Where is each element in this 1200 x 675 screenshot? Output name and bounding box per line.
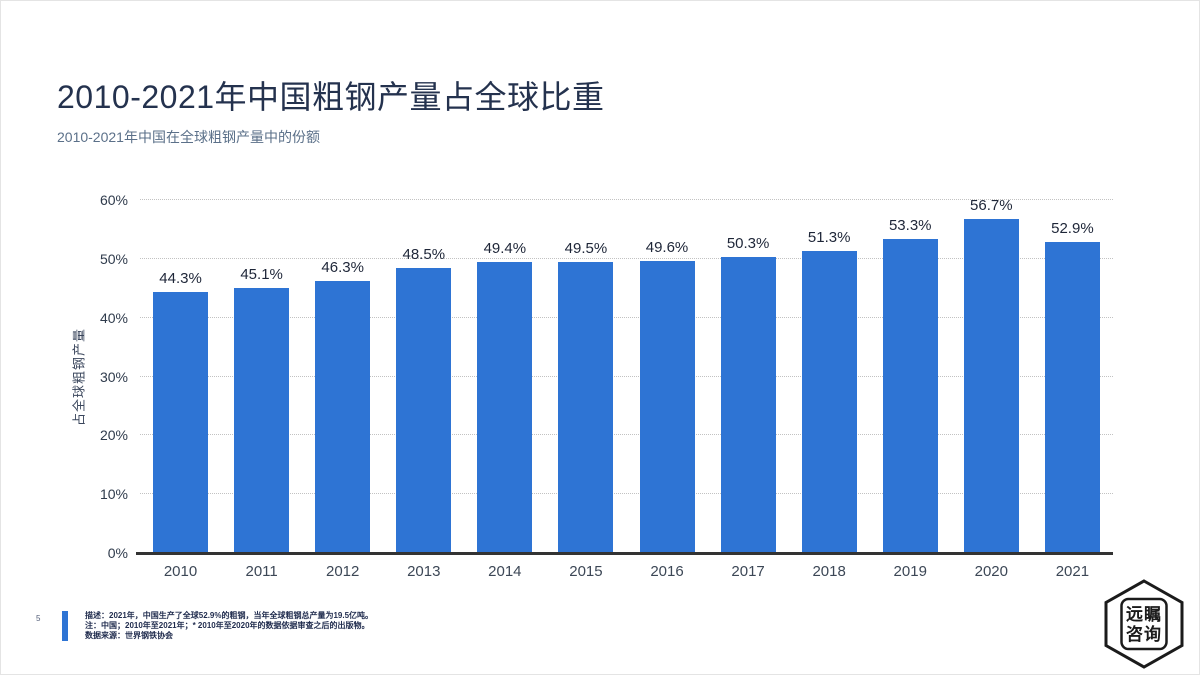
- bar-label-2017: 50.3%: [726, 235, 770, 253]
- bar-2016: [639, 261, 695, 553]
- y-tick-10%: 10%: [99, 486, 128, 503]
- x-label-2020: 2020: [974, 563, 1008, 580]
- y-tick-60%: 60%: [99, 192, 128, 208]
- footnotes: 描述：2021年，中国生产了全球52.9%的粗钢，当年全球粗钢总产量为19.5亿…: [85, 611, 373, 641]
- gridline-60%: [140, 199, 1113, 200]
- bar-label-2015: 49.5%: [564, 239, 608, 257]
- x-label-2011: 2011: [245, 563, 278, 580]
- bar-2015: [558, 261, 614, 553]
- gridline-30%: [140, 375, 1113, 377]
- bar-2014: [477, 262, 533, 553]
- plot-area: 44.3% 45.1% 46.3% 48.5% 49.4% 49.5% 49.6% 50.3%…: [136, 197, 1113, 555]
- page-number: 5: [36, 614, 41, 623]
- chart-subtitle: 2010-2021年中国在全球粗钢产量中的份额: [57, 129, 320, 145]
- bar-2010: [153, 292, 209, 553]
- footnote-source: 数据来源：世界钢铁协会: [85, 631, 173, 640]
- bar-label-2011: 45.1%: [240, 265, 283, 283]
- x-label-2021: 2021: [1055, 563, 1090, 580]
- x-label-2013: 2013: [407, 563, 441, 580]
- y-tick-30%: 30%: [99, 368, 128, 385]
- bar-series: 44.3% 45.1% 46.3% 48.5% 49.4% 49.5% 49.6% 50.3%…: [140, 170, 1113, 553]
- x-label-2014: 2014: [488, 563, 522, 580]
- bar-slot-2020: 56.7%: [951, 170, 1032, 553]
- bar-slot-2011: 45.1%: [221, 170, 302, 553]
- bar-label-2019: 53.3%: [888, 217, 932, 235]
- footnote-description: 描述：2021年，中国生产了全球52.9%的粗钢，当年全球粗钢总产量为19.5亿…: [85, 611, 374, 620]
- gridline-20%: [140, 434, 1113, 436]
- y-axis-ticks: 0% 10% 20% 30% 40% 50% 60%: [57, 192, 128, 561]
- logo-inner-frame: [1120, 597, 1168, 651]
- gridline-50%: [140, 257, 1113, 259]
- bar-slot-2018: 51.3%: [789, 170, 870, 553]
- bar-slot-2012: 46.3%: [302, 170, 383, 553]
- bar-label-2020: 56.7%: [970, 197, 1013, 215]
- x-label-2015: 2015: [569, 563, 603, 580]
- gridline-10%: [140, 493, 1113, 495]
- y-tick-20%: 20%: [99, 427, 128, 444]
- logo-text-line2: 咨询: [1126, 624, 1162, 644]
- logo-hexagon: [1104, 579, 1184, 669]
- bar-2017: [720, 257, 776, 553]
- footer-accent-bar: [62, 611, 68, 641]
- bar-slot-2021: 52.9%: [1032, 170, 1113, 553]
- footnote-details: 注：中国；2010年至2021年；* 2010年至2020年的数据依据审查之后的…: [85, 621, 370, 630]
- bar-slot-2015: 49.5%: [545, 170, 626, 553]
- bar-label-2012: 46.3%: [321, 258, 364, 276]
- company-logo: 远瞩 咨询: [1104, 579, 1184, 669]
- y-tick-50%: 50%: [99, 250, 128, 267]
- x-axis-labels: 2010 2011 2012 2013 2014 2015 2016 2017 2018 2019…: [140, 563, 1113, 580]
- bar-label-2013: 48.5%: [402, 245, 446, 263]
- x-label-2010: 2010: [163, 563, 198, 580]
- bar-label-2018: 51.3%: [807, 229, 851, 247]
- bar-2012: [315, 280, 371, 553]
- bar-2018: [801, 251, 857, 553]
- bar-slot-2014: 49.4%: [464, 170, 545, 553]
- bar-label-2021: 52.9%: [1051, 219, 1094, 237]
- bar-label-2016: 49.6%: [645, 239, 689, 257]
- x-label-2019: 2019: [893, 563, 927, 580]
- bar-2020: [963, 219, 1019, 553]
- gridline-40%: [140, 316, 1113, 318]
- x-label-2016: 2016: [650, 563, 684, 580]
- x-label-2012: 2012: [326, 563, 360, 580]
- logo-text-line1: 远瞩: [1126, 605, 1162, 624]
- bar-label-2010: 44.3%: [159, 270, 202, 288]
- chart-title: 2010-2021年中国粗钢产量占全球比重: [57, 79, 605, 115]
- bar-slot-2016: 49.6%: [626, 170, 707, 553]
- bar-label-2014: 49.4%: [483, 240, 527, 258]
- bar-slot-2010: 44.3%: [140, 170, 221, 553]
- x-label-2018: 2018: [812, 563, 846, 580]
- x-axis-line: [136, 552, 1113, 555]
- bar-2019: [882, 239, 938, 553]
- bar-slot-2013: 48.5%: [383, 170, 464, 553]
- bar-2013: [396, 267, 452, 553]
- bar-2021: [1044, 241, 1100, 553]
- bar-slot-2017: 50.3%: [708, 170, 789, 553]
- x-label-2017: 2017: [731, 563, 765, 580]
- bar-slot-2019: 53.3%: [870, 170, 951, 553]
- y-tick-0%: 0%: [107, 545, 128, 561]
- y-tick-40%: 40%: [99, 309, 128, 326]
- bar-2011: [234, 287, 290, 553]
